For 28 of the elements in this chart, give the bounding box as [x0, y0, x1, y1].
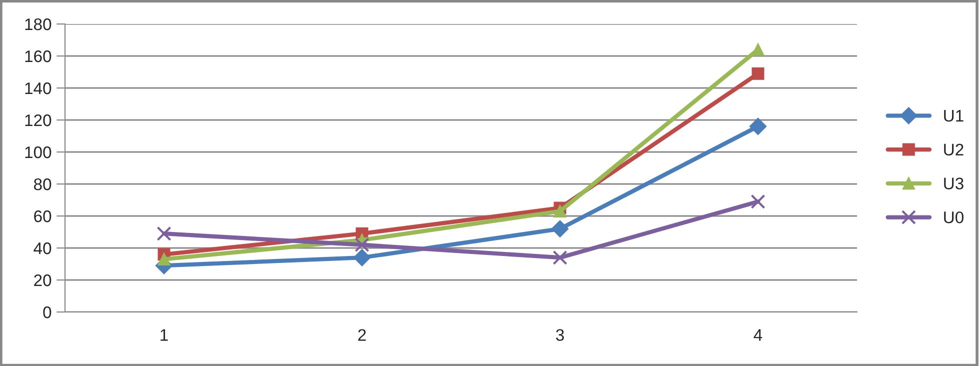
point [552, 250, 568, 265]
y-tick-label: 0 [43, 306, 52, 318]
point [354, 238, 370, 252]
x-tick-label: 4 [754, 329, 762, 341]
point [158, 252, 170, 266]
point [551, 220, 569, 238]
y-tick-label: 60 [34, 210, 52, 222]
legend-label: U0 [944, 211, 964, 224]
y-tick-label: 120 [25, 114, 52, 126]
point [554, 204, 566, 218]
point [156, 226, 172, 241]
x-tick-label: 2 [358, 329, 366, 341]
point [752, 67, 764, 80]
point [749, 118, 767, 135]
y-tick-label: 100 [25, 146, 52, 158]
y-tick-label: 180 [25, 18, 52, 30]
x-tick-label: 3 [556, 329, 564, 341]
y-tick-label: 40 [34, 242, 52, 254]
y-tick-label: 160 [25, 50, 52, 62]
legend-label: U1 [944, 110, 964, 122]
legend-label: U2 [944, 144, 964, 156]
legend-label: U3 [944, 178, 964, 190]
y-tick-label: 80 [34, 178, 52, 190]
point [353, 249, 371, 266]
y-tick-label: 20 [34, 274, 52, 286]
point [750, 194, 766, 209]
x-tick-label: 1 [160, 329, 168, 341]
y-tick-label: 140 [25, 82, 52, 94]
